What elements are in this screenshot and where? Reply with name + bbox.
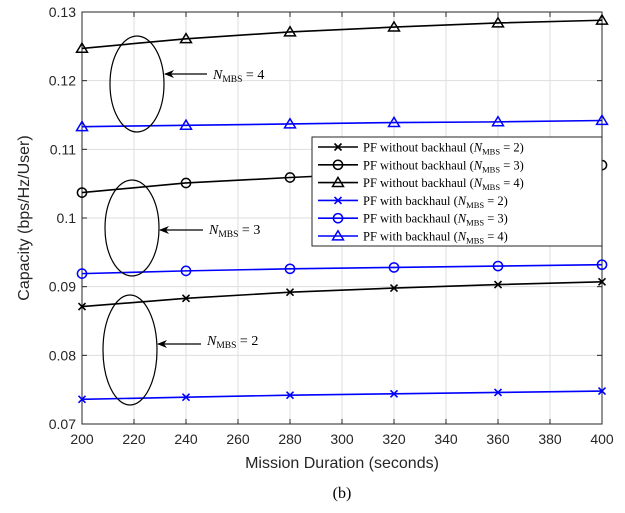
- y-tick-label: 0.08: [49, 347, 76, 363]
- x-tick-label: 220: [122, 431, 146, 447]
- legend-swatch-marker: [331, 229, 345, 241]
- data-point: [283, 117, 297, 129]
- data-point: [180, 177, 192, 189]
- y-tick-label: 0.13: [49, 4, 76, 20]
- data-point: [597, 386, 607, 396]
- annotations-group: NMBS = 4 NMBS = 3 NMBS = 2: [102, 35, 264, 406]
- x-tick-label: 340: [434, 431, 458, 447]
- series-1: [77, 277, 607, 311]
- data-point: [389, 283, 399, 293]
- x-axis-label: Mission Duration (seconds): [245, 455, 439, 472]
- legend-label: PF with backhaul (NMBS = 2): [363, 194, 508, 210]
- x-tick-label: 280: [278, 431, 302, 447]
- legend-label: PF with backhaul (NMBS = 4): [363, 230, 508, 246]
- data-point: [595, 13, 609, 25]
- series-5: [76, 259, 608, 279]
- annotation-label: NMBS = 3: [208, 223, 260, 240]
- series-3: [75, 13, 609, 54]
- x-tick-label: 260: [226, 431, 250, 447]
- x-tick-label: 200: [70, 431, 94, 447]
- annotation-ellipse: [102, 294, 158, 406]
- y-axis-ticks: 0.07 0.08 0.09 0.1 0.11 0.12 0.13: [49, 4, 602, 432]
- legend-item-3: PF without backhaul (NMBS = 4): [318, 175, 524, 192]
- data-point: [181, 294, 191, 303]
- legend-label: PF without backhaul (NMBS = 2): [363, 141, 524, 157]
- x-tick-label: 380: [538, 431, 562, 447]
- legend: PF without backhaul (NMBS = 2)PF without…: [311, 136, 603, 247]
- legend-box: [311, 136, 603, 247]
- y-tick-label: 0.07: [49, 416, 76, 432]
- data-point: [76, 268, 88, 279]
- x-tick-label: 320: [382, 431, 406, 447]
- legend-swatch-marker: [333, 142, 343, 152]
- y-tick-label: 0.12: [49, 73, 76, 89]
- legend-label: PF without backhaul (NMBS = 3): [363, 158, 524, 174]
- annotation-n-mbs-4: NMBS = 4: [109, 35, 264, 133]
- annotation-n-mbs-2: NMBS = 2: [102, 294, 258, 406]
- data-point: [596, 259, 608, 271]
- y-tick-label: 0.09: [49, 279, 76, 295]
- legend-swatch-marker: [332, 159, 344, 171]
- legend-swatch-marker: [332, 212, 344, 224]
- data-point: [75, 120, 89, 132]
- data-point: [284, 263, 296, 275]
- x-tick-label: 300: [330, 431, 354, 447]
- data-point: [180, 265, 192, 277]
- data-point: [284, 172, 296, 183]
- x-tick-label: 400: [590, 431, 614, 447]
- data-point: [491, 115, 505, 127]
- data-point: [387, 115, 401, 128]
- data-point: [77, 302, 87, 311]
- series-6: [75, 113, 609, 132]
- data-point: [181, 393, 191, 402]
- legend-item-1: PF without backhaul (NMBS = 2): [318, 141, 524, 157]
- data-point: [179, 118, 193, 130]
- annotation-label: NMBS = 2: [206, 334, 258, 351]
- data-point: [492, 260, 504, 272]
- y-axis-label: Capacity (bps/Hz/User): [16, 135, 33, 300]
- data-point: [283, 25, 297, 37]
- x-axis-ticks: 200 220 240 260 280 300 320 340 360 380 400: [70, 12, 614, 447]
- series-line: [81, 119, 603, 128]
- y-tick-label: 0.1: [57, 210, 77, 226]
- data-point: [597, 277, 607, 286]
- data-point: [76, 187, 88, 198]
- annotation-n-mbs-3: NMBS = 3: [104, 179, 260, 277]
- data-point: [285, 391, 295, 400]
- data-point: [388, 262, 400, 273]
- legend-label: PF with backhaul (NMBS = 3): [363, 212, 508, 228]
- series-line: [81, 263, 603, 275]
- legend-item-6: PF with backhaul (NMBS = 4): [318, 229, 508, 246]
- data-point: [285, 288, 295, 297]
- legend-label: PF without backhaul (NMBS = 4): [363, 176, 524, 192]
- data-point: [389, 389, 399, 398]
- data-point: [75, 41, 89, 54]
- annotation-label: NMBS = 4: [212, 68, 264, 85]
- legend-swatch-marker: [333, 196, 343, 205]
- x-tick-label: 240: [174, 431, 198, 447]
- y-tick-label: 0.11: [50, 141, 76, 157]
- figure-caption: (b): [333, 485, 352, 502]
- data-point: [491, 16, 505, 28]
- legend-swatch-marker: [331, 175, 345, 188]
- data-point: [179, 32, 193, 44]
- series-line: [81, 19, 603, 50]
- data-point: [595, 113, 609, 126]
- data-point: [77, 395, 87, 404]
- data-point: [493, 280, 503, 289]
- annotation-ellipse: [109, 35, 165, 133]
- series-line: [81, 390, 603, 401]
- legend-item-5: PF with backhaul (NMBS = 3): [318, 212, 508, 228]
- data-point: [387, 20, 401, 32]
- series-4: [77, 386, 607, 404]
- legend-item-2: PF without backhaul (NMBS = 3): [318, 158, 524, 174]
- data-point: [493, 388, 503, 397]
- legend-item-4: PF with backhaul (NMBS = 2): [318, 194, 508, 210]
- x-tick-label: 360: [486, 431, 510, 447]
- series-line: [81, 281, 603, 308]
